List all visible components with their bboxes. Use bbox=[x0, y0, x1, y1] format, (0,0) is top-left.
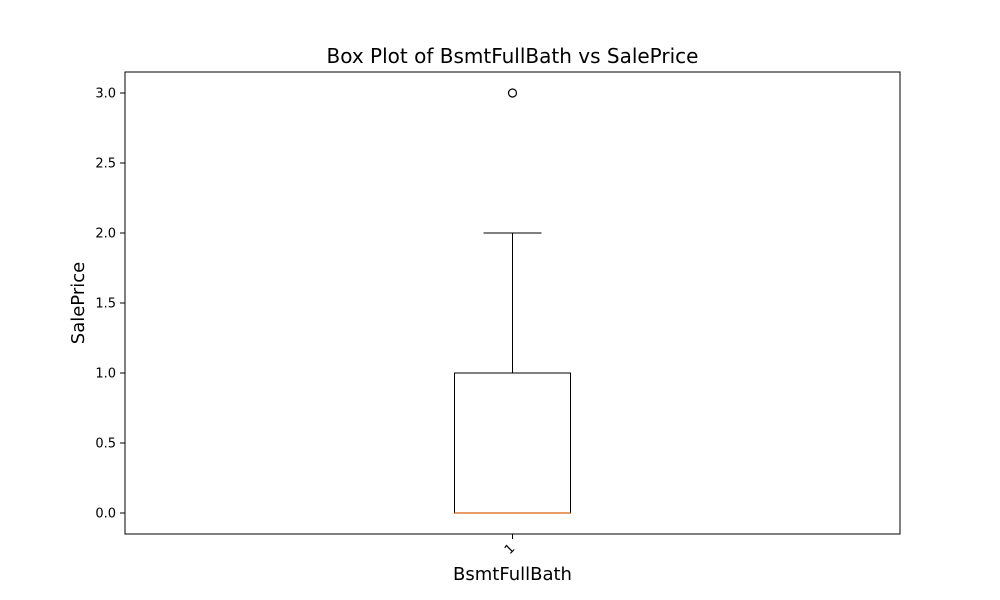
y-tick-label: 1.0 bbox=[95, 367, 116, 382]
chart-title: Box Plot of BsmtFullBath vs SalePrice bbox=[327, 44, 699, 68]
box-group bbox=[454, 88, 571, 514]
x-tick-label: 1 bbox=[502, 541, 518, 557]
y-tick-label: 0.0 bbox=[95, 507, 116, 522]
x-axis-ticks: 1 bbox=[502, 534, 518, 558]
y-tick-label: 1.5 bbox=[95, 297, 116, 312]
y-tick-label: 3.0 bbox=[95, 87, 116, 102]
box-body bbox=[454, 372, 571, 514]
y-tick-label: 0.5 bbox=[95, 437, 116, 452]
y-tick-label: 2.5 bbox=[95, 157, 116, 172]
box-series bbox=[454, 88, 571, 514]
x-axis-label: BsmtFullBath bbox=[453, 564, 572, 585]
y-axis-label: SalePrice bbox=[68, 262, 89, 344]
y-axis-ticks: 0.0 0.5 1.0 1.5 2.0 2.5 3.0 bbox=[95, 87, 125, 522]
outlier-point bbox=[507, 88, 518, 98]
y-tick-label: 2.0 bbox=[95, 227, 116, 242]
